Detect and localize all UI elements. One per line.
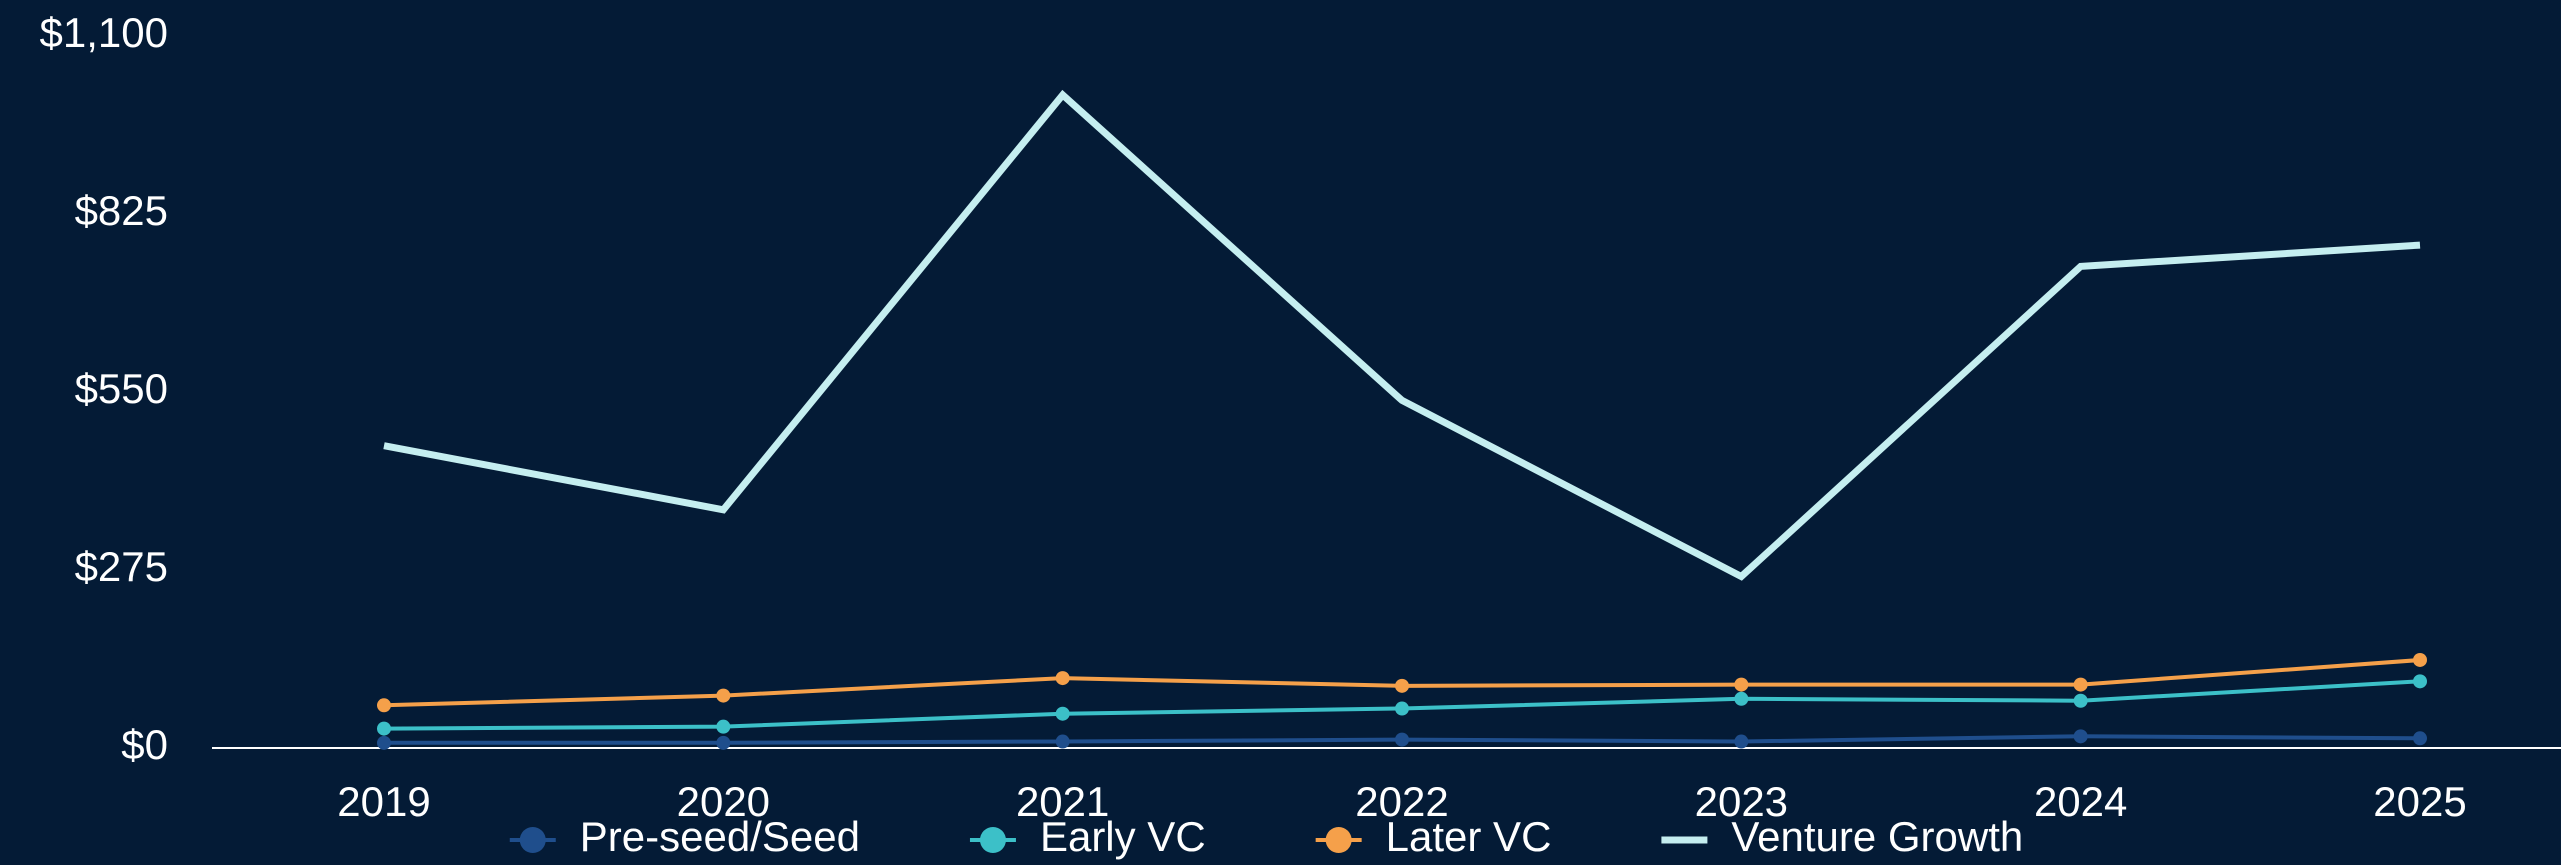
y-tick-label: $550 — [75, 365, 168, 412]
x-tick-label: 2022 — [1355, 778, 1448, 825]
data-point — [1395, 732, 1409, 747]
legend-entry: Later VC — [1315, 813, 1552, 860]
data-point — [377, 721, 391, 736]
x-tick-label: 2020 — [677, 778, 770, 825]
legend-label: Pre-seed/Seed — [580, 813, 860, 860]
legend-entry: Pre-seed/Seed — [509, 813, 860, 860]
data-point — [2413, 731, 2427, 746]
data-point — [1055, 706, 1070, 721]
legend-marker — [979, 827, 1006, 853]
data-point — [1055, 671, 1070, 686]
data-point — [377, 698, 391, 713]
series-line — [383, 89, 2421, 581]
x-tick-label: 2024 — [2034, 778, 2127, 825]
x-tick-label: 2023 — [1695, 778, 1788, 825]
legend-entry: Venture Growth — [1661, 813, 2023, 860]
data-point — [1734, 677, 1749, 692]
x-tick-label: 2019 — [337, 778, 430, 825]
data-point — [2413, 674, 2427, 689]
data-point — [1395, 678, 1409, 693]
data-point — [716, 735, 731, 750]
y-tick-label: $825 — [75, 187, 168, 234]
legend: Pre-seed/Seed Early VC Later VC Venture Gro… — [509, 813, 2023, 860]
x-tick-label: 2025 — [2373, 778, 2466, 825]
legend-marker — [519, 827, 546, 853]
data-point — [1734, 691, 1749, 706]
legend-marker — [1325, 827, 1352, 853]
legend-label: Later VC — [1386, 813, 1552, 860]
data-point — [2413, 652, 2427, 667]
x-tick-label: 2021 — [1016, 778, 1109, 825]
y-tick-label: $1,100 — [40, 9, 168, 56]
data-point — [2073, 677, 2088, 692]
legend-label: Venture Growth — [1731, 813, 2023, 860]
data-point — [716, 688, 731, 703]
data-point — [2073, 729, 2088, 744]
legend-entry: Early VC — [969, 813, 1206, 860]
data-point — [377, 735, 391, 750]
data-point — [1734, 734, 1749, 749]
data-point — [2073, 693, 2088, 708]
data-point — [1395, 701, 1409, 716]
legend-label: Early VC — [1040, 813, 1206, 860]
data-point — [716, 719, 731, 734]
y-tick-label: $275 — [75, 543, 168, 590]
y-tick-label: $0 — [121, 721, 168, 768]
data-point — [1055, 734, 1070, 749]
